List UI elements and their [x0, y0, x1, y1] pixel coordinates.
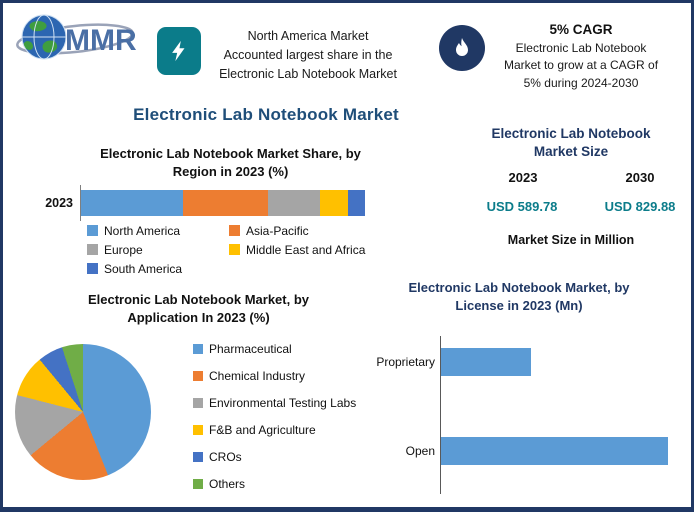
- legend-label: Europe: [104, 242, 143, 257]
- legend-label: South America: [104, 261, 183, 276]
- legend-label: Environmental Testing Labs: [209, 395, 357, 410]
- legend-swatch: [193, 424, 203, 435]
- legend-label: Middle East and Africa: [246, 242, 366, 257]
- market-size-year-2030: 2030: [625, 170, 655, 185]
- region-bar-segment: [183, 190, 269, 216]
- highlight-line: Accounted largest share in the: [223, 47, 393, 62]
- lightning-badge: [157, 27, 201, 75]
- license-y-axis: [440, 336, 441, 494]
- legend-swatch: [193, 370, 203, 381]
- legend-swatch: [87, 263, 98, 274]
- application-legend: Pharmaceutical Chemical Industry Environ…: [193, 341, 357, 491]
- legend-item-cros: CROs: [193, 449, 356, 464]
- region-legend: North America Asia-Pacific Europe Middle…: [87, 221, 427, 278]
- region-bar-category: 2023: [45, 196, 73, 210]
- license-bar-track: [441, 437, 679, 465]
- license-bar: [441, 348, 531, 376]
- market-size-unit: Market Size in Million: [507, 233, 635, 247]
- application-chart-title: Electronic Lab Notebook Market, by Appli…: [87, 292, 310, 325]
- flame-badge: [439, 25, 485, 71]
- legend-swatch: [193, 451, 203, 462]
- license-category-open: Open: [405, 444, 435, 458]
- license-chart-title: Electronic Lab Notebook Market, by Licen…: [408, 280, 630, 313]
- legend-label: North America: [104, 223, 181, 238]
- legend-item-south-america: South America: [87, 259, 229, 278]
- market-size-year-2023: 2023: [508, 170, 538, 185]
- logo-text: MMR: [65, 24, 137, 57]
- region-bar-segment: [268, 190, 320, 216]
- region-y-axis: [80, 185, 81, 221]
- region-chart-title: Electronic Lab Notebook Market Share, by…: [100, 146, 361, 179]
- legend-item-europe: Europe: [87, 240, 229, 259]
- legend-item-environmental-testing-labs: Environmental Testing Labs: [193, 395, 357, 410]
- legend-item-north-america: North America: [87, 221, 229, 240]
- highlight-line: North America Market: [247, 29, 369, 43]
- region-bar-stack: [81, 190, 365, 216]
- legend-item-asia-pacific: Asia-Pacific: [229, 221, 419, 240]
- mmr-logo: MMR: [13, 9, 153, 72]
- legend-item-chemical-industry: Chemical Industry: [193, 368, 356, 383]
- header-highlight-cagr: 5% CAGR Electronic Lab Notebook Market t…: [481, 22, 681, 92]
- legend-label: F&B and Agriculture: [209, 422, 316, 437]
- globe-logo-icon: MMR: [16, 14, 137, 60]
- legend-label: Chemical Industry: [209, 368, 306, 383]
- page-title: Electronic Lab Notebook Market: [133, 105, 399, 124]
- region-bar-segment: [319, 190, 348, 216]
- region-bar-segment: [347, 190, 365, 216]
- highlight-line: Electronic Lab Notebook Market: [219, 66, 397, 81]
- license-bar: [441, 437, 669, 465]
- legend-swatch: [87, 225, 98, 236]
- header-highlight-region: North America Market Accounted largest s…: [201, 27, 415, 83]
- legend-item-middle-east-africa: Middle East and Africa: [229, 240, 419, 259]
- legend-swatch: [87, 244, 98, 255]
- cagr-line: Electronic Lab Notebook: [515, 41, 647, 55]
- license-category-proprietary: Proprietary: [376, 355, 435, 369]
- legend-swatch: [193, 343, 203, 354]
- market-size-value-2023: USD 589.78: [486, 199, 558, 214]
- cagr-line: Market to grow at a CAGR of: [503, 58, 659, 73]
- legend-swatch: [193, 397, 203, 408]
- legend-item-others: Others: [193, 476, 356, 491]
- license-bar-track: [441, 348, 679, 376]
- legend-label: CROs: [209, 449, 242, 464]
- market-size-title: Electronic Lab Notebook Market Size: [491, 126, 651, 160]
- legend-swatch: [229, 225, 240, 236]
- legend-label: Asia-Pacific: [246, 223, 309, 238]
- market-size-value-2030: USD 829.88: [604, 199, 676, 214]
- cagr-value: 5% CAGR: [549, 22, 613, 37]
- legend-label: Others: [209, 476, 246, 491]
- flame-icon: [456, 38, 468, 56]
- legend-item-fb-agriculture: F&B and Agriculture: [193, 422, 356, 437]
- legend-item-pharmaceutical: Pharmaceutical: [193, 341, 356, 356]
- legend-label: Pharmaceutical: [209, 341, 292, 356]
- cagr-line: 5% during 2024-2030: [523, 75, 639, 90]
- region-bar-segment: [81, 190, 184, 216]
- lightning-icon: [172, 40, 185, 62]
- legend-swatch: [229, 244, 240, 255]
- application-pie-chart: [15, 344, 151, 480]
- legend-swatch: [193, 478, 203, 489]
